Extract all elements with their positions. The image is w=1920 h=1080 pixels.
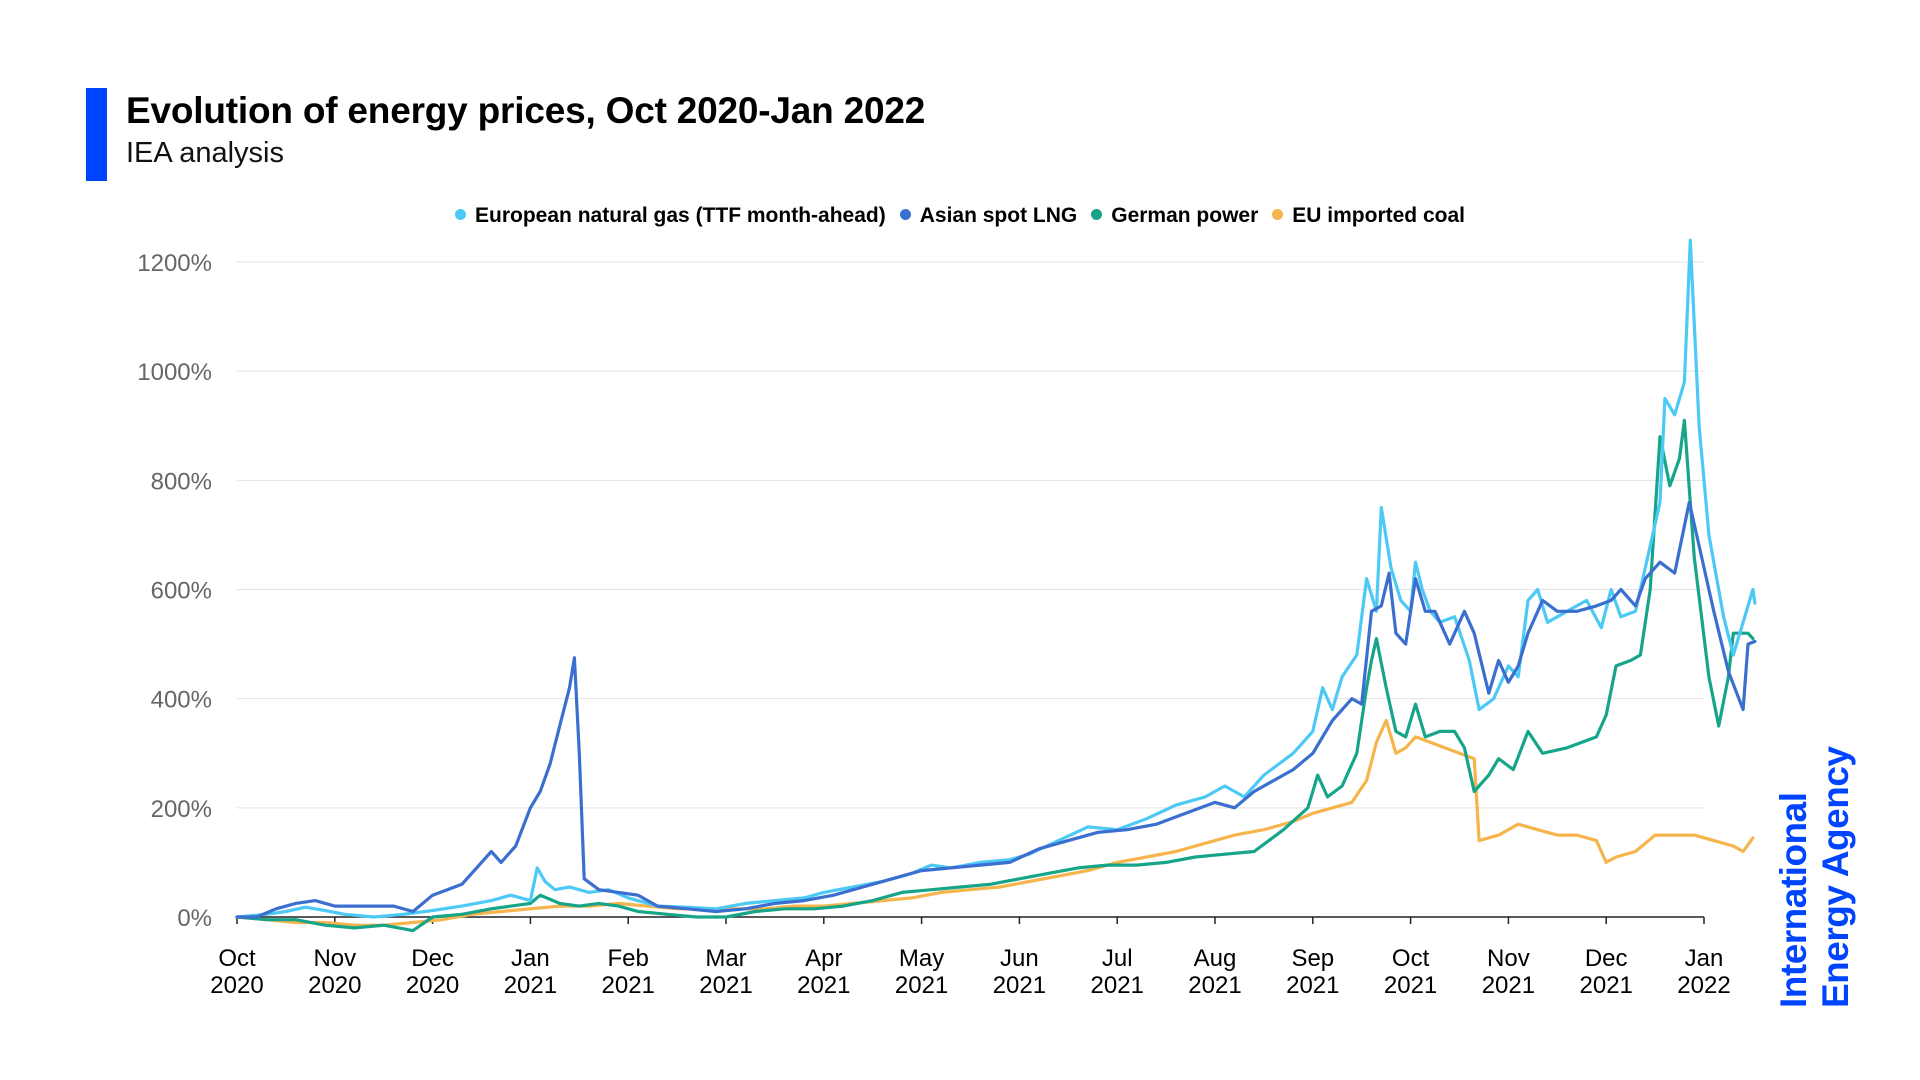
x-tick-label-year: 2021 (602, 972, 655, 999)
x-tick-label-month: Jan (511, 945, 550, 972)
x-tick-label-month: Oct (1392, 945, 1430, 972)
x-tick-label-year: 2021 (797, 972, 850, 999)
series-line-eu-imported-coal (235, 718, 1755, 927)
series-line-german-power (235, 418, 1755, 933)
x-tick-label-year: 2021 (1091, 972, 1144, 999)
y-tick-label: 800% (151, 468, 212, 495)
y-tick-label: 600% (151, 578, 212, 605)
legend-marker (899, 209, 911, 220)
x-tick-label-year: 2021 (1286, 972, 1339, 999)
x-tick-label-year: 2021 (699, 972, 752, 999)
x-tick-label-month: Nov (313, 945, 356, 972)
x-tick-label-year: 2021 (1384, 972, 1437, 999)
x-tick-label-year: 2020 (308, 972, 361, 999)
series-lines (235, 238, 1757, 933)
legend-item: European natural gas (TTF month-ahead) (455, 204, 886, 228)
logo-line-2: Energy Agency (1815, 746, 1856, 1009)
y-tick-label: 1200% (137, 250, 212, 277)
legend-marker (1272, 209, 1284, 220)
legend-item: German power (1091, 204, 1258, 228)
title-accent-bar (86, 88, 107, 181)
legend-label: Asian spot LNG (919, 204, 1078, 227)
x-tick-label-year: 2021 (895, 972, 948, 999)
chart-title: Evolution of energy prices, Oct 2020-Jan… (126, 90, 926, 131)
iea-logo: International Energy Agency (1773, 747, 1857, 1009)
x-tick-label-year: 2021 (993, 972, 1046, 999)
x-tick-label-month: Feb (608, 945, 649, 972)
x-tick-label-year: 2020 (210, 972, 263, 999)
x-tick-label-month: Dec (411, 945, 454, 972)
logo-line-1: International (1773, 792, 1814, 1008)
x-tick-label-month: Sep (1291, 945, 1334, 972)
x-tick-label-month: Jul (1102, 945, 1133, 972)
y-tick-label: 1000% (137, 359, 212, 386)
legend-marker (455, 209, 467, 220)
legend-label: European natural gas (TTF month-ahead) (475, 204, 886, 227)
y-tick-label: 200% (151, 796, 212, 823)
x-tick-label-month: Aug (1194, 945, 1237, 972)
x-tick-label-month: May (899, 945, 944, 972)
x-tick-label-month: Jun (1000, 945, 1039, 972)
legend-label: EU imported coal (1292, 204, 1465, 227)
x-tick-label-month: Nov (1487, 945, 1530, 972)
x-tick-label-year: 2022 (1677, 972, 1730, 999)
x-axis: Oct2020Nov2020Dec2020Jan2021Feb2021Mar20… (210, 916, 1731, 999)
x-tick-label-year: 2021 (1580, 972, 1633, 999)
chart-subtitle: IEA analysis (126, 137, 284, 169)
legend-marker (1091, 209, 1103, 220)
x-tick-label-year: 2020 (406, 972, 459, 999)
x-tick-label-year: 2021 (1188, 972, 1241, 999)
x-tick-label-month: Mar (705, 945, 746, 972)
series-line-european-natural-gas-ttf-month-ahead (235, 238, 1757, 919)
series-line-asian-spot-lng (235, 500, 1757, 919)
x-tick-label-month: Oct (218, 945, 256, 972)
x-tick-label-year: 2021 (1482, 972, 1535, 999)
x-tick-label-month: Jan (1685, 945, 1724, 972)
legend-item: Asian spot LNG (899, 204, 1078, 228)
x-tick-label-year: 2021 (504, 972, 557, 999)
x-tick-label-month: Apr (805, 945, 842, 972)
grid-lines (237, 261, 1704, 809)
y-axis-ticks: 0% 200% 400% 600% 800% 1000% 1200% (137, 250, 212, 932)
legend-item: EU imported coal (1272, 204, 1465, 228)
y-tick-label: 400% (151, 687, 212, 714)
legend-label: German power (1111, 204, 1259, 227)
chart-legend: European natural gas (TTF month-ahead) As… (0, 204, 1920, 228)
x-tick-label-month: Dec (1585, 945, 1628, 972)
y-tick-label: 0% (177, 905, 212, 932)
